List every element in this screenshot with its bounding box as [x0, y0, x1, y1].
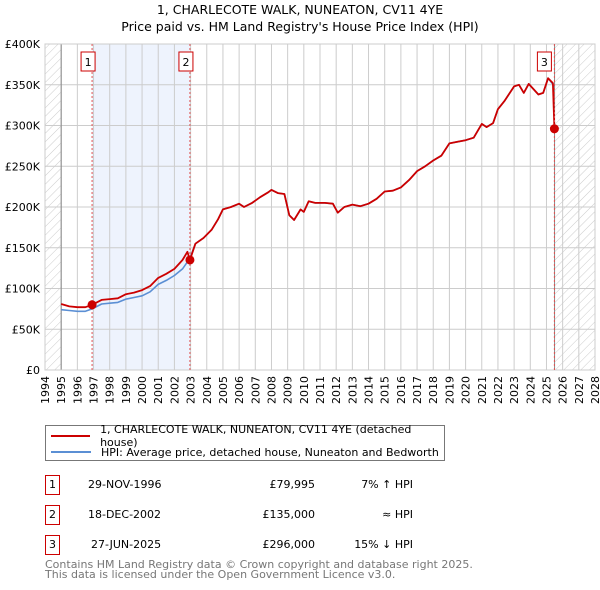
sale-hpi: ≈ HPI: [382, 508, 413, 521]
property-price-line: [60, 77, 556, 309]
x-tick-label: 2012: [330, 376, 343, 404]
x-tick-label: 1994: [39, 376, 52, 404]
x-tick-label: 2024: [524, 376, 537, 404]
sale-number: 3: [45, 535, 60, 555]
legend: 1, CHARLECOTE WALK, NUNEATON, CV11 4YE (…: [45, 423, 445, 461]
x-tick-label: 1996: [71, 376, 84, 404]
sale-row: 1 29-NOV-1996 £79,995 7% ↑ HPI: [45, 475, 505, 495]
x-tick-label: 2002: [168, 376, 181, 404]
sale-label-box: [536, 51, 552, 72]
x-tick-label: 1998: [104, 376, 117, 404]
x-tick-label: 2023: [508, 376, 521, 404]
footer-licence: This data is licensed under the Open Gov…: [45, 568, 396, 581]
y-tick-label: £300K: [5, 120, 41, 133]
sale-point: [87, 300, 97, 310]
y-tick-label: £150K: [5, 242, 41, 255]
y-tick-label: £50K: [12, 323, 41, 336]
sale-label: 2: [182, 56, 189, 69]
x-tick-label: 2022: [492, 376, 505, 404]
sale-label: 3: [541, 56, 548, 69]
x-tick-label: 2004: [201, 376, 214, 404]
y-tick-label: £400K: [5, 38, 41, 51]
sale-price: £135,000: [262, 508, 316, 521]
x-tick-label: 2028: [589, 376, 600, 404]
sale-number: 2: [45, 505, 60, 525]
legend-swatch-blue: [51, 451, 91, 453]
x-tick-label: 2014: [363, 376, 376, 404]
y-tick-label: £250K: [5, 160, 41, 173]
x-tick-label: 2006: [233, 376, 246, 404]
sale-date: 18-DEC-2002: [88, 508, 162, 521]
sale-number: 1: [45, 475, 60, 495]
legend-label: HPI: Average price, detached house, Nune…: [101, 445, 439, 459]
x-tick-label: 2013: [346, 376, 359, 404]
y-tick-label: £350K: [5, 79, 41, 92]
x-tick-label: 2026: [557, 376, 570, 404]
x-tick-label: 2009: [282, 376, 295, 404]
x-tick-label: 2018: [427, 376, 440, 404]
plot-border: [44, 43, 596, 371]
x-tick-label: 2021: [476, 376, 489, 404]
x-tick-label: 2000: [136, 376, 149, 404]
x-tick-label: 2027: [573, 376, 586, 404]
sale-label: 1: [85, 56, 92, 69]
price-chart: 1994 1995 1996 1997 1998 1999 2000 2001 2002 2003…: [5, 38, 600, 404]
sale-row: 2 18-DEC-2002 £135,000 ≈ HPI: [45, 505, 505, 525]
sale-label-box: [80, 51, 96, 72]
chart-title: 1, CHARLECOTE WALK, NUNEATON, CV11 4YE: [156, 2, 444, 17]
x-tick-label: 2016: [395, 376, 408, 404]
x-tick-label: 2010: [298, 376, 311, 404]
sale-hpi: 7% ↑ HPI: [361, 478, 413, 491]
x-tick-label: 2007: [249, 376, 262, 404]
x-tick-label: 2005: [217, 376, 230, 404]
legend-item-hpi: HPI: Average price, detached house, Nune…: [51, 445, 439, 459]
sale-row: 3 27-JUN-2025 £296,000 15% ↓ HPI: [45, 535, 505, 555]
x-tick-label: 1999: [120, 376, 133, 404]
footer-copyright: Contains HM Land Registry data © Crown c…: [45, 558, 473, 571]
x-tick-label: 2025: [540, 376, 553, 404]
x-tick-label: 2011: [314, 376, 327, 404]
x-tick-label: 2020: [460, 376, 473, 404]
sale-label-box: [178, 51, 194, 72]
x-tick-label: 2003: [185, 376, 198, 404]
sale-date: 29-NOV-1996: [88, 478, 162, 491]
y-tick-label: £100K: [5, 283, 41, 296]
x-tick-label: 2008: [265, 376, 278, 404]
legend-swatch-red: [51, 435, 91, 437]
x-tick-label: 1995: [55, 376, 68, 404]
x-tick-label: 2017: [411, 376, 424, 404]
chart-subtitle: Price paid vs. HM Land Registry's House …: [121, 19, 479, 34]
footer: Contains HM Land Registry data © Crown c…: [45, 558, 473, 581]
x-tick-label: 2001: [152, 376, 165, 404]
sale-hpi: 15% ↓ HPI: [354, 538, 413, 551]
sale-price: £296,000: [262, 538, 316, 551]
legend-label: 1, CHARLECOTE WALK, NUNEATON, CV11 4YE (…: [100, 423, 412, 449]
x-tick-label: 2019: [443, 376, 456, 404]
legend-item-property: 1, CHARLECOTE WALK, NUNEATON, CV11 4YE (…: [51, 423, 444, 449]
sale-point: [549, 124, 559, 134]
sale-date: 27-JUN-2025: [91, 538, 162, 551]
sale-price: £79,995: [269, 478, 316, 491]
y-tick-label: £0: [26, 364, 40, 377]
x-tick-label: 2015: [379, 376, 392, 404]
x-tick-label: 1997: [88, 376, 101, 404]
sale-point: [185, 255, 195, 265]
y-tick-label: £200K: [5, 201, 41, 214]
